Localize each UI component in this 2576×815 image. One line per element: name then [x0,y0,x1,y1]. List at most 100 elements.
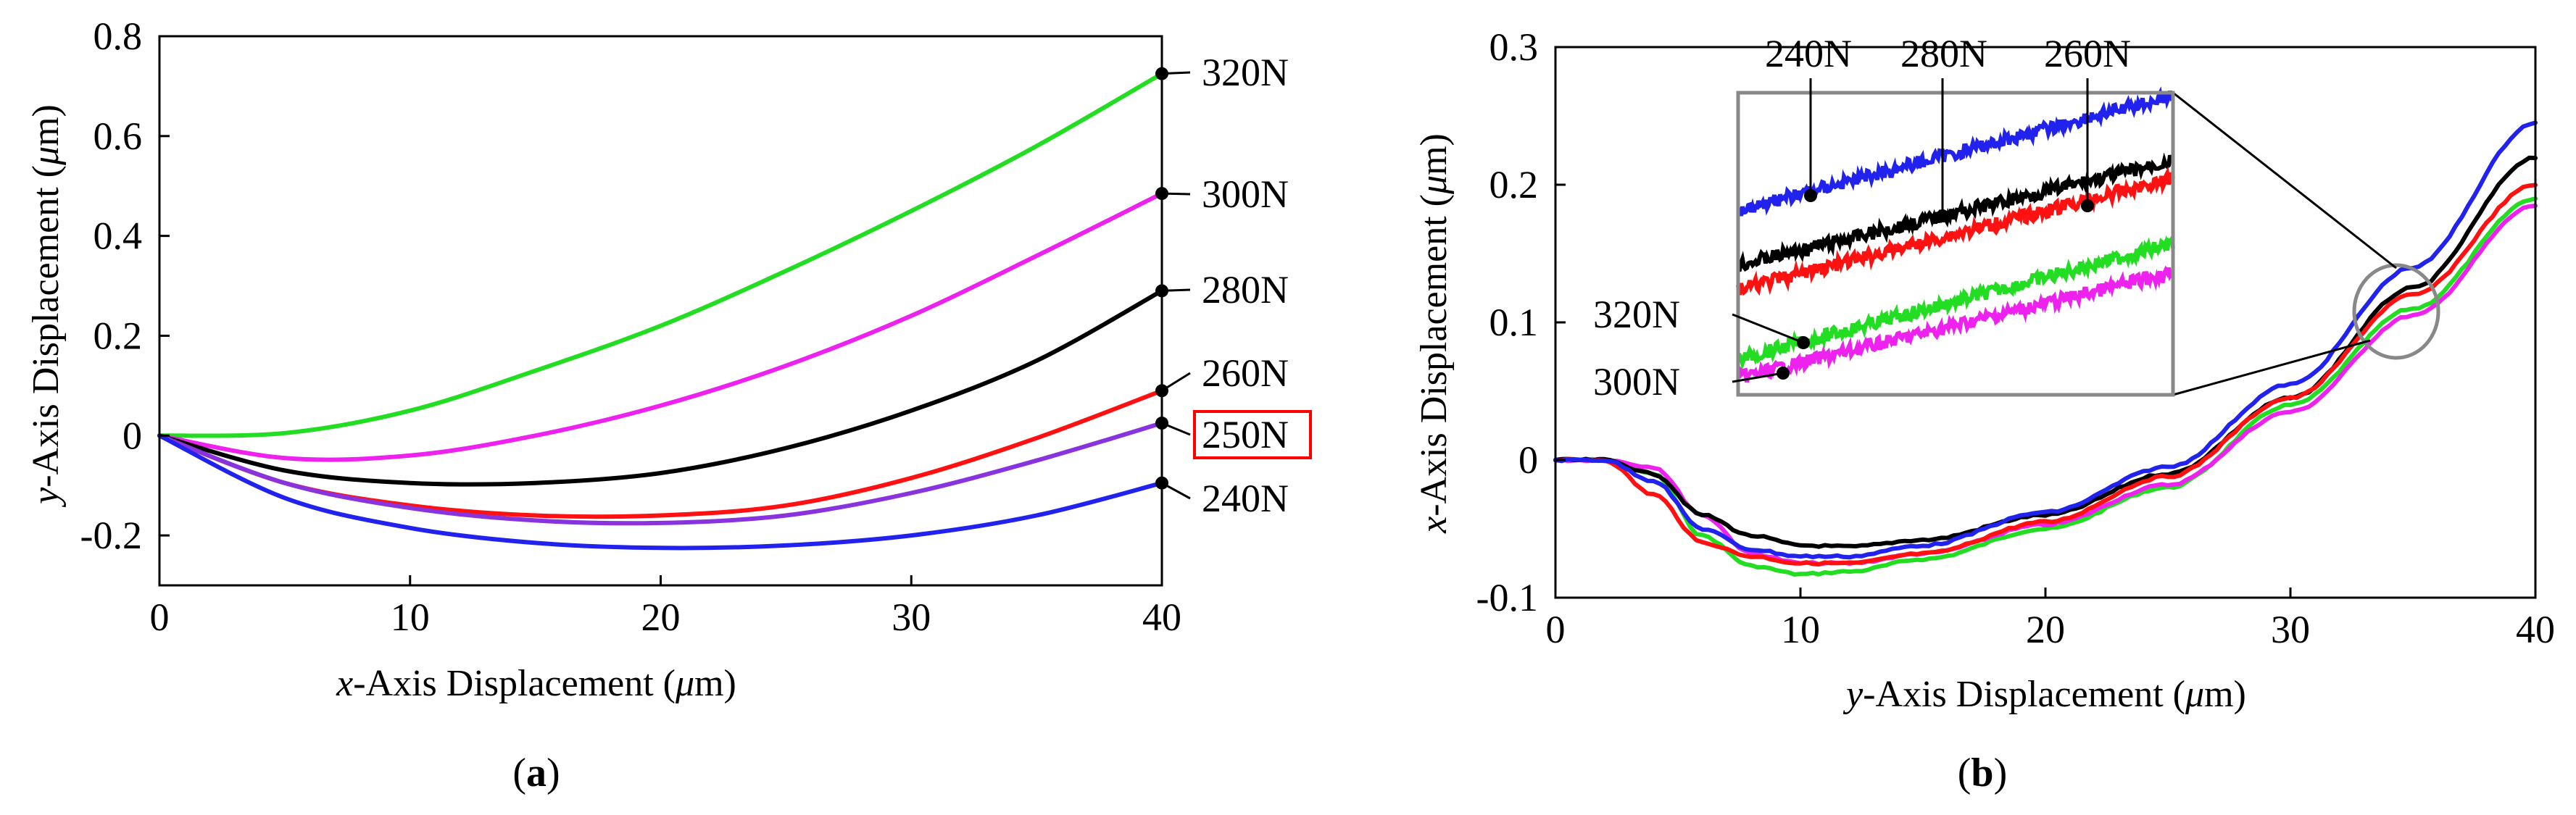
chart-b-x-axis-label-end: m) [2204,674,2246,715]
chart-b-inset-top-label-260n: 260N [2044,32,2131,75]
chart-a-leader-250n [1161,422,1191,436]
chart-b-y-axis-label-unit: μ [1413,175,1455,195]
chart-a-leader-240n [1161,482,1191,500]
chart-a-leader-260n [1161,372,1191,392]
chart-b-line-260n [1553,183,2538,567]
chart-b-x-tick-label: 0 [1546,608,1566,651]
chart-b-y-tick-label: -0.1 [1476,576,1538,619]
panel-a-caption: (a) [512,751,560,795]
chart-a-y-tick-label: -0.2 [80,514,142,557]
chart-a-line-240n [157,433,1164,551]
panel-a-caption-close: ) [547,751,560,795]
chart-a-y-tick-label: 0.6 [94,114,143,158]
chart-a-x-tick-label: 40 [1142,595,1181,639]
chart-a-ticks: 0 10 20 30 40-0.200.20.40.60.8 [80,14,1181,639]
chart-b-inset-left-leader-300n [1732,372,1784,383]
chart-b-x-tick-label: 10 [1781,608,1820,651]
chart-a-label-240n: 240N [1202,477,1289,520]
chart-a-leader-300n [1161,192,1191,196]
chart-b-inset-line-320n [1737,233,2175,371]
chart-a-x-axis-label-unit: μ [675,663,694,704]
chart-b-y-axis-label-rest: -Axis Displacement ( [1413,194,1455,517]
chart-b-inset-left-label-320n: 320N [1593,293,1680,336]
chart-a-series-labels: 320N 300N 280N 260N 250N 240N [1155,51,1312,520]
chart-a-line-260n [157,388,1164,519]
chart-b-inset-frame [1736,91,2175,397]
chart-b-zoom-circle [2352,263,2440,360]
chart-a-line-280n [157,288,1164,487]
chart-b-series-group [1553,120,2538,577]
chart-b-y-tick-label: 0.1 [1489,301,1539,344]
chart-b-line-240n [1553,120,2538,560]
panel-b-caption-letter: b [1971,751,1993,795]
chart-b-inset-left-leader-320n [1732,313,1804,344]
chart-b-y-tick-label: 0.3 [1489,25,1539,69]
chart-a-y-axis-label-end: m) [25,104,67,146]
chart-b-y-axis-label-prefix: x [1413,517,1455,534]
chart-a-line-250n [157,421,1164,526]
chart-b-x-axis-label-rest: -Axis Displacement ( [1863,674,2185,715]
chart-a-x-axis-label-prefix: x [336,663,353,704]
chart-b-inset-top-marker-240n [1804,189,1817,202]
chart-b-inset-line-300n [1737,265,2174,383]
chart-b-y-tick-label: 0.2 [1489,163,1539,206]
panel-a-caption-open: ( [512,751,526,795]
chart-b-ticks: 0 10 20 30 40-0.100.10.20.3 [1476,25,2555,651]
chart-b-y-tick-label: 0 [1518,438,1538,482]
chart-b-inset-top-marker-280n [1936,209,1949,222]
chart-a-x-axis-label-end: m) [694,663,736,704]
chart-a-label-300n: 300N [1202,172,1289,216]
chart-b-zoom-connector-bottom [2172,339,2371,396]
panel-b-caption-close: ) [1994,751,2008,795]
chart-a-y-axis-label: y-Axis Displacement (μm) [25,104,67,508]
chart-a-label-320n: 320N [1202,51,1289,94]
chart-a-plot-frame [158,35,1163,587]
chart-b-line-280n [1553,155,2538,549]
chart-a-label-250n: 250N [1202,413,1289,456]
chart-b-inset-labels: 240N 280N 260N 320N 300N [1593,32,2131,404]
chart-a-x-axis-label: x-Axis Displacement (μm) [336,663,736,704]
chart-b-inset-line-280n [1737,152,2175,272]
chart-b-inset-top-label-240n: 240N [1765,32,1852,75]
chart-a-x-axis-label-rest: -Axis Displacement ( [353,663,676,704]
chart-b-inset-top-label-280n: 280N [1900,32,1987,75]
chart-a-y-axis-label-rest: -Axis Displacement ( [25,165,67,488]
panel-b-caption: (b) [1958,751,2007,795]
chart-a-series-group [157,71,1164,551]
chart-b-x-tick-label: 40 [2516,608,2555,651]
chart-a-line-320n [157,71,1164,438]
chart-b-x-tick-label: 20 [2026,608,2065,651]
chart-b-inset-top-marker-260n [2081,199,2094,212]
chart-a-highlight-box [1193,410,1312,459]
chart-a-x-tick-label: 10 [391,595,430,639]
chart-a-y-axis-label-prefix: y [25,487,67,508]
panel-a-caption-letter: a [526,751,547,795]
chart-b-zoom-connector-top [2172,91,2397,269]
chart-a-x-tick-label: 20 [641,595,681,639]
chart-b: 0 10 20 30 40-0.100.10.20.3 240N 280N 260N320N… [1413,25,2555,795]
chart-b-inset-left-marker-320n [1797,336,1810,349]
chart-b-x-axis-label-unit: μ [2185,674,2204,715]
chart-b-inset: 240N 280N 260N 320N 300N [1593,32,2175,404]
chart-b-y-axis-label-end: m) [1413,133,1455,175]
chart-b-inset-left-label-300n: 300N [1593,360,1680,404]
chart-b-inset-series [1736,86,2175,383]
chart-a-x-tick-label: 0 [150,595,170,639]
chart-a-y-tick-label: 0 [122,414,142,457]
chart-b-line-300n [1553,204,2538,567]
chart-a: 0 10 20 30 40-0.200.20.40.60.8 320N300N280N2… [25,14,1312,795]
chart-b-x-axis-label: y-Axis Displacement (μm) [1842,674,2246,715]
chart-a-leader-320n [1161,71,1191,75]
chart-b-x-axis-label-prefix: y [1842,674,1864,715]
chart-b-y-axis-label: x-Axis Displacement (μm) [1413,133,1455,534]
chart-b-line-320n [1553,196,2538,577]
chart-a-line-300n [157,191,1164,462]
chart-a-x-tick-label: 30 [892,595,931,639]
chart-a-label-280n: 280N [1202,268,1289,312]
chart-a-leader-280n [1161,288,1191,292]
chart-b-inset-line-260n [1736,166,2175,296]
panel-b-caption-open: ( [1958,751,1972,795]
chart-a-y-tick-label: 0.4 [94,214,143,258]
chart-a-y-axis-label-unit: μ [25,146,67,166]
